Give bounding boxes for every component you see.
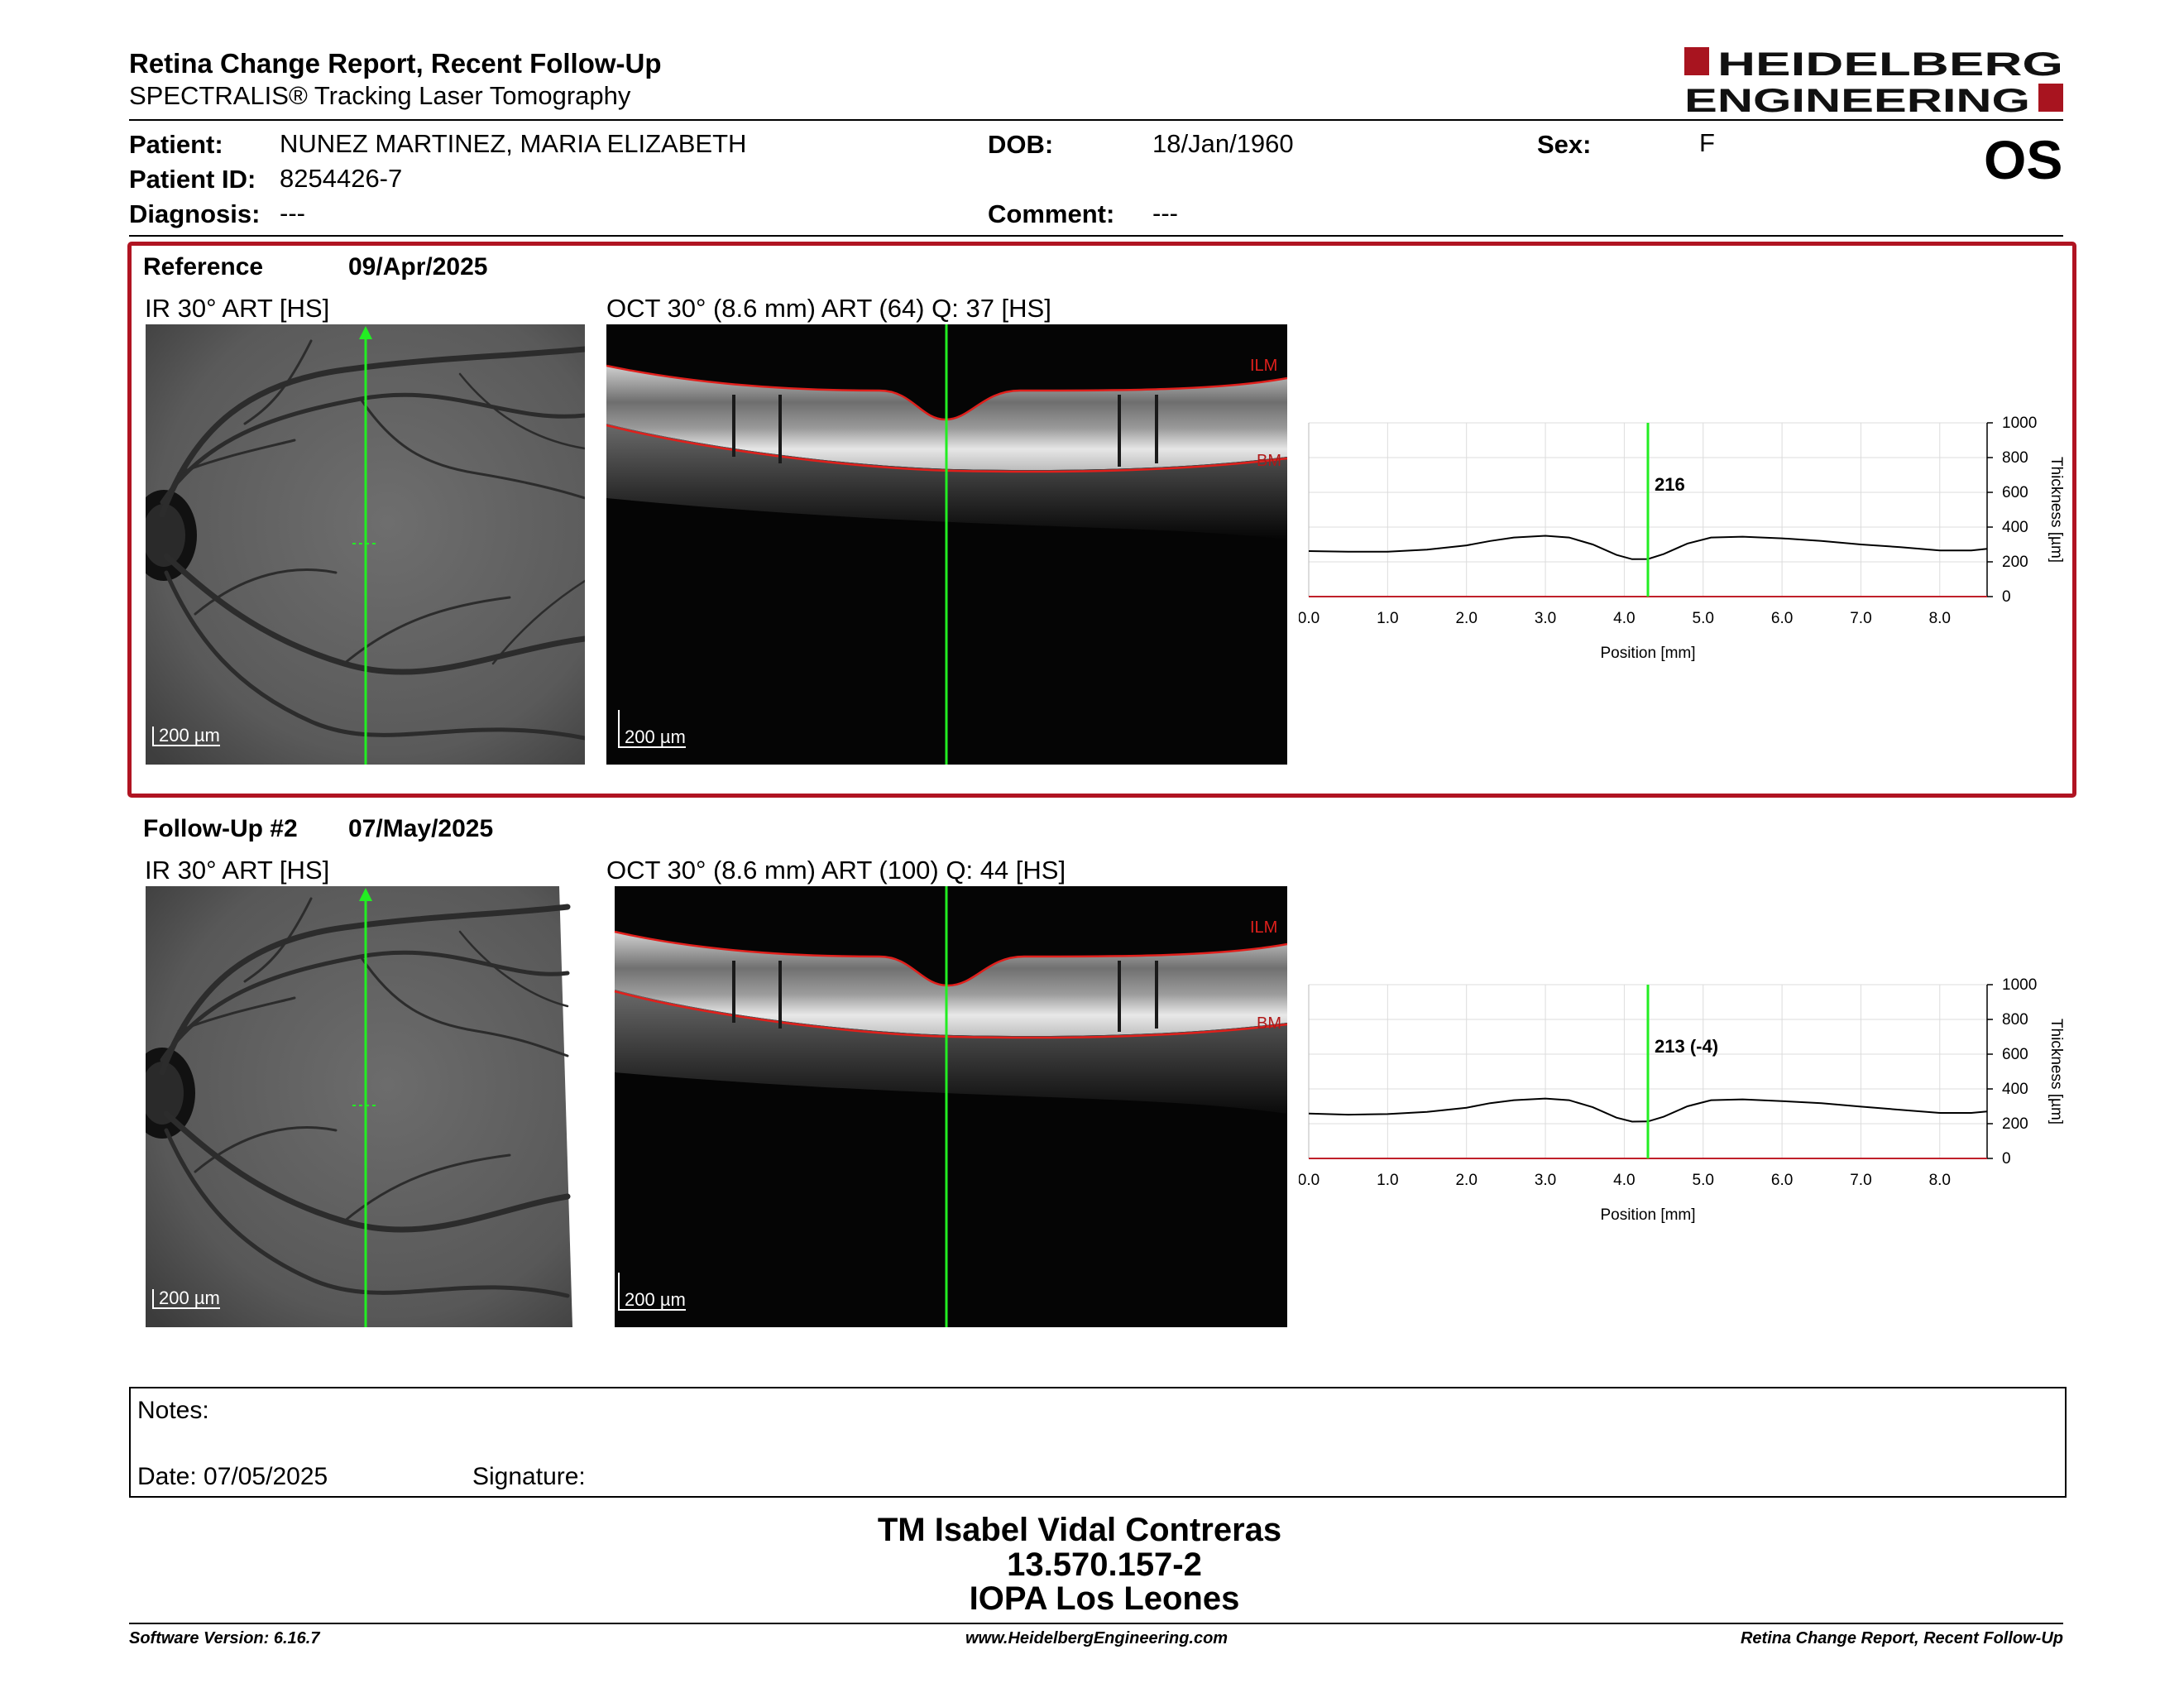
x-tick-label: 4.0 <box>1613 1172 1635 1189</box>
y-tick-label: 800 <box>2002 449 2028 467</box>
reference-frame <box>127 242 2076 798</box>
x-tick-label: 0.0 <box>1299 1172 1320 1189</box>
y-tick-label: 600 <box>2002 1046 2028 1063</box>
signer-id: 13.570.157-2 <box>1007 1547 1202 1583</box>
signature-label: Signature: <box>472 1463 586 1490</box>
x-tick-label: 2.0 <box>1455 610 1477 627</box>
comment-value: --- <box>1152 199 1178 228</box>
marker-value-label: 216 <box>1655 474 1685 495</box>
eye-indicator: OS <box>1984 129 2063 190</box>
ir-label: IR 30° ART [HS] <box>145 856 330 885</box>
y-axis-label: Thickness [µm] <box>2048 1019 2065 1125</box>
x-tick-label: 3.0 <box>1535 1172 1556 1189</box>
thickness-line <box>1308 535 1988 560</box>
y-tick-label: 1000 <box>2002 976 2037 994</box>
y-tick-label: 600 <box>2002 484 2028 501</box>
scale-bar: 200 µm <box>618 1273 686 1311</box>
x-tick-label: 7.0 <box>1850 1172 1871 1189</box>
svg-text:ENGINEERING: ENGINEERING <box>1684 83 2030 115</box>
thickness-line <box>1308 1097 1988 1123</box>
patient-id-label: Patient ID: <box>129 165 256 194</box>
notes-box: Notes: Date: 07/05/2025 Signature: <box>129 1387 2067 1498</box>
oct-bscan-image: ILM BM 200 µm <box>606 886 1287 1327</box>
sex-label: Sex: <box>1537 130 1592 159</box>
y-tick-label: 400 <box>2002 1081 2028 1098</box>
oct-label: OCT 30° (8.6 mm) ART (100) Q: 44 [HS] <box>606 856 1066 885</box>
marker-value-label: 213 (-4) <box>1655 1036 1718 1057</box>
x-tick-label: 1.0 <box>1377 1172 1398 1189</box>
ilm-label: ILM <box>1250 357 1277 375</box>
report-subtitle: SPECTRALIS® Tracking Laser Tomography <box>129 81 631 110</box>
ilm-label: ILM <box>1250 918 1277 937</box>
y-tick-label: 1000 <box>2002 415 2037 432</box>
heidelberg-logo: HEIDELBERG ENGINEERING <box>1684 46 2063 115</box>
x-tick-label: 8.0 <box>1929 610 1951 627</box>
followup-date: 07/May/2025 <box>348 815 494 842</box>
y-tick-label: 0 <box>2002 1150 2011 1168</box>
scale-bar: 200 µm <box>152 727 220 746</box>
x-axis-label: Position [mm] <box>1600 1206 1695 1224</box>
y-tick-label: 200 <box>2002 554 2028 571</box>
sex-value: F <box>1699 128 1715 157</box>
signer-place: IOPA Los Leones <box>969 1580 1240 1617</box>
ir-fundus-image: 200 µm <box>146 324 585 765</box>
y-tick-label: 800 <box>2002 1011 2028 1029</box>
x-tick-label: 6.0 <box>1771 610 1793 627</box>
report-title: Retina Change Report, Recent Follow-Up <box>129 48 662 79</box>
patient-label: Patient: <box>129 130 223 159</box>
x-tick-label: 1.0 <box>1377 610 1398 627</box>
oct-bscan-image: ILM BM 200 µm <box>606 324 1287 765</box>
patient-id: 8254426-7 <box>280 164 403 193</box>
x-tick-label: 6.0 <box>1771 1172 1793 1189</box>
thickness-chart: 0.0 1.0 2.0 3.0 4.0 5.0 6.0 7.0 8.0 0 200 400 600 800… <box>1299 415 2065 662</box>
svg-text:HEIDELBERG: HEIDELBERG <box>1717 46 2063 83</box>
oct-label: OCT 30° (8.6 mm) ART (64) Q: 37 [HS] <box>606 294 1051 323</box>
x-tick-label: 0.0 <box>1299 610 1320 627</box>
dob-value: 18/Jan/1960 <box>1152 129 1294 158</box>
x-tick-label: 5.0 <box>1693 610 1714 627</box>
x-axis-label: Position [mm] <box>1600 645 1695 662</box>
scale-bar: 200 µm <box>152 1289 220 1309</box>
x-tick-label: 3.0 <box>1535 610 1556 627</box>
y-tick-label: 0 <box>2002 588 2011 606</box>
reference-title: Reference <box>143 253 264 281</box>
y-axis-label: Thickness [µm] <box>2048 457 2065 563</box>
dob-label: DOB: <box>988 130 1054 159</box>
x-tick-label: 8.0 <box>1929 1172 1951 1189</box>
footer-report-title: Retina Change Report, Recent Follow-Up <box>1740 1629 2063 1647</box>
y-tick-label: 200 <box>2002 1115 2028 1133</box>
website-link[interactable]: www.HeidelbergEngineering.com <box>965 1629 1228 1647</box>
diagnosis-value: --- <box>280 199 305 228</box>
comment-label: Comment: <box>988 199 1115 228</box>
notes-date: Date: 07/05/2025 <box>137 1463 328 1490</box>
scale-bar: 200 µm <box>618 710 686 748</box>
thickness-chart: 0.0 1.0 2.0 3.0 4.0 5.0 6.0 7.0 8.0 0 200 400 600 800… <box>1299 976 2065 1224</box>
bm-label: BM <box>1257 452 1281 470</box>
followup-title: Follow-Up #2 <box>143 815 298 842</box>
software-version: Software Version: 6.16.7 <box>129 1629 320 1647</box>
bm-label: BM <box>1257 1014 1281 1033</box>
diagnosis-label: Diagnosis: <box>129 199 261 228</box>
x-tick-label: 2.0 <box>1455 1172 1477 1189</box>
signer-name: TM Isabel Vidal Contreras <box>877 1512 1282 1548</box>
y-tick-label: 400 <box>2002 519 2028 536</box>
x-tick-label: 7.0 <box>1850 610 1871 627</box>
notes-label: Notes: <box>137 1397 209 1424</box>
patient-name: NUNEZ MARTINEZ, MARIA ELIZABETH <box>280 129 747 158</box>
x-tick-label: 4.0 <box>1613 610 1635 627</box>
ir-label: IR 30° ART [HS] <box>145 294 330 323</box>
reference-date: 09/Apr/2025 <box>348 253 488 281</box>
ir-fundus-image: 200 µm <box>146 886 585 1327</box>
x-tick-label: 5.0 <box>1693 1172 1714 1189</box>
